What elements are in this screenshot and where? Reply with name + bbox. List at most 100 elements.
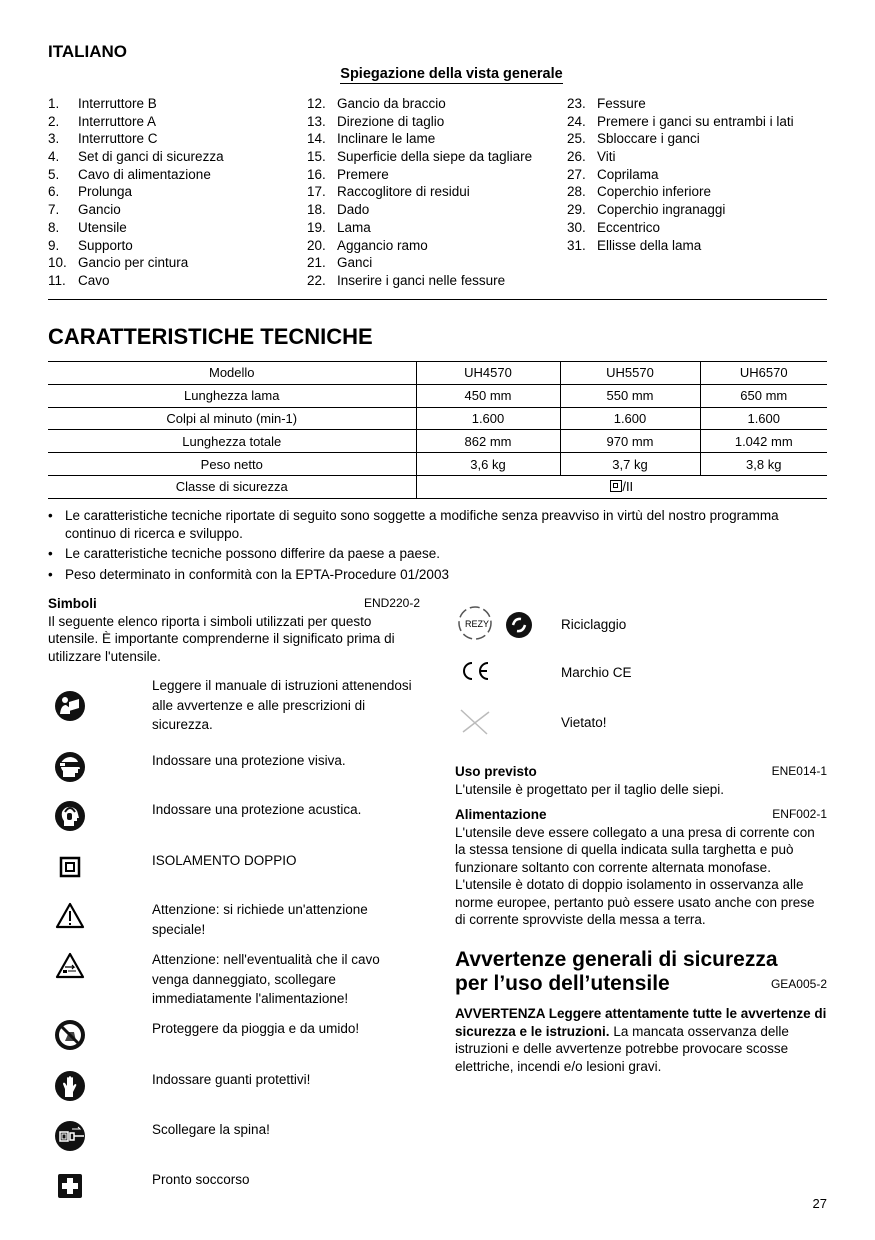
item-label: Eccentrico <box>597 219 661 235</box>
table-cell: Peso netto <box>48 452 416 476</box>
warning-icon <box>54 900 86 935</box>
overview-item: 12. Gancio da braccio <box>307 95 567 113</box>
overview-item: 18. Dado <box>307 201 567 219</box>
specs-title: CARATTERISTICHE TECNICHE <box>48 324 373 349</box>
table-cell: 970 mm <box>559 429 700 454</box>
item-number: 14. <box>307 131 326 147</box>
ear-protection-icon <box>54 800 86 835</box>
item-number: 8. <box>48 219 60 235</box>
table-cell: 650 mm <box>699 383 827 408</box>
table-cell: 1.600 <box>699 406 827 431</box>
item-number: 7. <box>48 202 60 218</box>
item-number: 25. <box>567 131 586 147</box>
warnings-text: AVVERTENZA Leggere attentamente tutte le… <box>455 1006 827 1074</box>
item-number: 28. <box>567 184 586 200</box>
item-number: 5. <box>48 166 60 182</box>
table-cell: Lunghezza totale <box>48 429 416 454</box>
power-section: Alimentazione ENF002-1 L'utensile deve es… <box>455 806 827 929</box>
overview-item: 15. Superficie della siepe da tagliare <box>307 148 567 166</box>
overview-column: 23. Fessure 24. Premere i ganci su entrambi… <box>567 95 827 254</box>
table-cell: 450 mm <box>415 383 560 408</box>
overview-item: 29. Coperchio ingranaggi <box>567 201 827 219</box>
item-label: Coprilama <box>597 166 659 182</box>
overview-column: 12. Gancio da braccio 13. Direzione di tagl… <box>307 95 567 290</box>
overview-item: 7. Gancio <box>48 201 308 219</box>
item-label: Cavo di alimentazione <box>78 166 211 182</box>
power-text: L'utensile deve essere collegato a una p… <box>455 824 815 928</box>
table-row: Lunghezza lama 450 mm 550 mm 650 mm <box>48 383 827 408</box>
item-number: 26. <box>567 149 586 165</box>
table-cell: 862 mm <box>415 429 560 454</box>
item-number: 11. <box>48 272 66 288</box>
table-cell: UH4570 <box>415 361 560 385</box>
table-row: Classe di sicurezza/II <box>48 474 827 499</box>
symbol-item: Pronto soccorso <box>48 1170 420 1205</box>
eye-protection-icon <box>54 751 86 786</box>
overview-item: 6. Prolunga <box>48 183 308 201</box>
overview-item: 13. Direzione di taglio <box>307 113 567 131</box>
item-number: 30. <box>567 219 586 235</box>
overview-item: 30. Eccentrico <box>567 219 827 237</box>
overview-item: 5. Cavo di alimentazione <box>48 166 308 184</box>
item-label: Premere i ganci su entrambi i lati <box>597 113 794 129</box>
spec-notes: • Le caratteristiche tecniche riportate d… <box>48 507 788 587</box>
overview-item: 14. Inclinare le lame <box>307 130 567 148</box>
note-item: • Le caratteristiche tecniche riportate d… <box>48 508 779 541</box>
symbols-title: Simboli <box>48 596 97 611</box>
table-cell: /II <box>415 474 827 499</box>
prohibited-icon <box>455 709 495 739</box>
overview-item: 28. Coperchio inferiore <box>567 183 827 201</box>
item-label: Ganci <box>337 255 373 271</box>
table-cell: 1.600 <box>559 406 700 431</box>
item-number: 3. <box>48 131 60 147</box>
divider <box>48 299 827 300</box>
language-heading: ITALIANO <box>48 42 128 61</box>
symbol-item: Marchio CE <box>455 656 827 689</box>
read-manual-icon <box>54 690 86 725</box>
intended-use-section: Uso previsto ENE014-1 L'utensile è proget… <box>455 763 827 798</box>
item-label: Gancio per cintura <box>78 255 189 271</box>
no-rain-icon <box>54 1019 86 1054</box>
item-label: Utensile <box>78 219 127 235</box>
item-number: 4. <box>48 149 60 165</box>
table-cell: 550 mm <box>559 383 700 408</box>
table-cell: Modello <box>48 361 416 385</box>
overview-item: 25. Sbloccare i ganci <box>567 130 827 148</box>
item-label: Fessure <box>597 96 646 111</box>
symbol-item: Attenzione: si richiede un'attenzione sp… <box>48 900 420 939</box>
table-cell: Colpi al minuto (min-1) <box>48 406 416 431</box>
item-number: 31. <box>567 237 586 253</box>
overview-item: 10. Gancio per cintura <box>48 254 308 272</box>
table-cell: 3,8 kg <box>699 452 827 476</box>
item-label: Viti <box>597 149 616 165</box>
overview-item: 11. Cavo <box>48 272 308 290</box>
overview-item: 4. Set di ganci di sicurezza <box>48 148 308 166</box>
overview-item: 23. Fessure <box>567 95 827 113</box>
symbol-item: Vietato! <box>455 706 827 739</box>
symbol-item: REZY Riciclaggio <box>455 603 827 646</box>
item-number: 9. <box>48 237 60 253</box>
item-number: 18. <box>307 202 326 218</box>
intended-use-title: Uso previsto <box>455 764 537 779</box>
table-cell: 1.042 mm <box>699 429 827 454</box>
intended-use-text: L'utensile è progettato per il taglio de… <box>455 781 724 797</box>
table-row: Colpi al minuto (min-1) 1.600 1.600 1.600 <box>48 406 827 431</box>
table-row: Modello UH4570 UH5570 UH6570 <box>48 361 827 385</box>
item-number: 6. <box>48 184 60 200</box>
overview-item: 20. Aggancio ramo <box>307 237 567 255</box>
item-label: Inclinare le lame <box>337 131 436 147</box>
overview-item: 31. Ellisse della lama <box>567 237 827 255</box>
power-title: Alimentazione <box>455 807 547 822</box>
item-label: Interruttore C <box>78 131 158 147</box>
item-label: Aggancio ramo <box>337 237 428 253</box>
item-number: 29. <box>567 202 586 218</box>
double-insulation-icon <box>54 851 86 886</box>
overview-item: 9. Supporto <box>48 237 308 255</box>
overview-item: 26. Viti <box>567 148 827 166</box>
symbol-item: ISOLAMENTO DOPPIO <box>48 851 420 886</box>
svg-text:REZY: REZY <box>465 619 489 629</box>
overview-item: 22. Inserire i ganci nelle fessure <box>307 272 567 290</box>
table-row: Peso netto 3,6 kg 3,7 kg 3,8 kg <box>48 452 827 476</box>
overview-column: 1. Interruttore B 2. Interruttore A 3. Interr… <box>48 95 308 290</box>
item-label: Gancio <box>78 202 121 218</box>
